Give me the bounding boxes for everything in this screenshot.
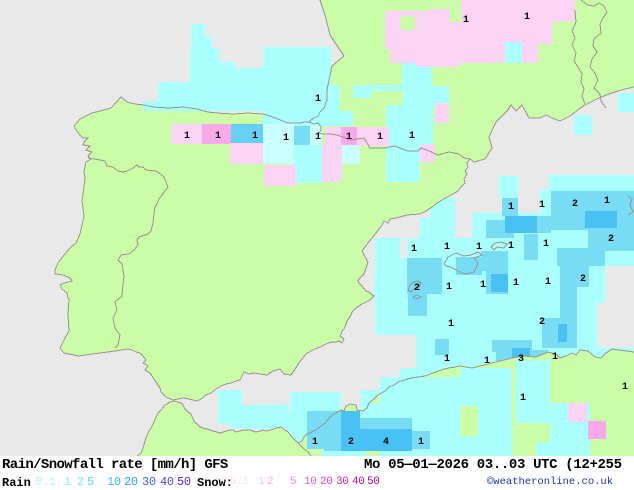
svg-text:2: 2 [414,283,420,294]
svg-text:1: 1 [539,200,545,211]
svg-text:1: 1 [543,239,549,250]
svg-text:1: 1 [508,202,514,213]
svg-text:1: 1 [476,242,482,253]
svg-text:1: 1 [446,282,452,293]
svg-text:2: 2 [539,317,545,328]
svg-text:1: 1 [184,131,190,142]
svg-text:1: 1 [418,437,424,448]
svg-text:2: 2 [348,437,354,448]
svg-text:1: 1 [283,133,289,144]
svg-text:1: 1 [484,356,490,367]
svg-text:1: 1 [377,132,383,143]
svg-text:1: 1 [448,319,454,330]
svg-text:1: 1 [315,132,321,143]
svg-text:1: 1 [545,277,551,288]
svg-text:1: 1 [252,131,258,142]
svg-text:1: 1 [346,132,352,143]
svg-text:1: 1 [409,131,415,142]
svg-text:1: 1 [622,382,628,393]
svg-text:1: 1 [524,12,530,23]
svg-text:1: 1 [411,244,417,255]
svg-text:1: 1 [604,196,610,207]
svg-text:1: 1 [312,437,318,448]
svg-text:1: 1 [520,393,526,404]
svg-text:1: 1 [513,278,519,289]
svg-text:2: 2 [572,199,578,210]
svg-text:1: 1 [315,94,321,105]
svg-text:1: 1 [215,131,221,142]
svg-text:2: 2 [608,234,614,245]
svg-text:1: 1 [444,242,450,253]
svg-text:4: 4 [383,437,389,448]
svg-text:1: 1 [508,241,514,252]
svg-text:1: 1 [444,354,450,365]
svg-text:3: 3 [518,354,524,365]
svg-text:1: 1 [480,280,486,291]
svg-text:1: 1 [552,352,558,363]
svg-text:2: 2 [580,274,586,285]
svg-text:1: 1 [463,15,469,26]
